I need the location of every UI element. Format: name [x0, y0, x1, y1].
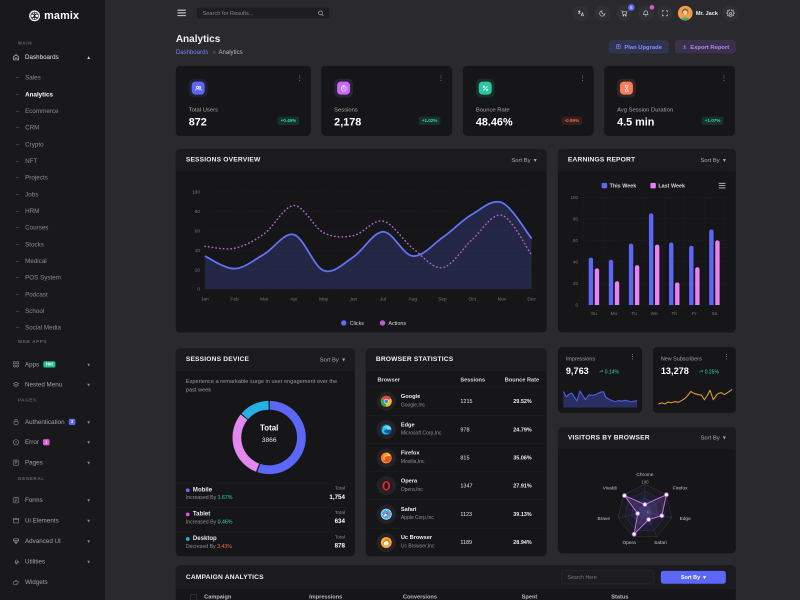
svg-text:This Week: This Week — [610, 184, 638, 190]
svg-text:Vivaldi: Vivaldi — [603, 486, 617, 492]
svg-text:Sa: Sa — [711, 311, 717, 317]
svg-text:Jun: Jun — [350, 296, 358, 302]
svg-text:100: 100 — [192, 190, 200, 196]
svg-text:0: 0 — [575, 303, 578, 308]
svg-text:Chrome: Chrome — [636, 472, 653, 478]
svg-text:Su: Su — [591, 311, 597, 317]
svg-text:0: 0 — [647, 509, 650, 514]
svg-text:40: 40 — [195, 248, 201, 254]
svg-text:Feb: Feb — [230, 296, 239, 302]
svg-text:Firefox: Firefox — [673, 486, 688, 492]
svg-text:Jul: Jul — [380, 296, 386, 302]
svg-text:Sep: Sep — [438, 296, 447, 302]
svg-text:40: 40 — [573, 260, 578, 265]
svg-text:Safari: Safari — [654, 540, 667, 546]
svg-text:Mo: Mo — [611, 311, 618, 317]
svg-text:60: 60 — [195, 228, 201, 234]
svg-text:Dec: Dec — [527, 296, 536, 302]
svg-text:Th: Th — [671, 311, 677, 317]
svg-text:May: May — [319, 296, 329, 302]
svg-text:60: 60 — [573, 238, 578, 243]
svg-text:Edge: Edge — [680, 516, 692, 522]
svg-text:Nov: Nov — [498, 296, 507, 302]
svg-text:80: 80 — [195, 209, 201, 215]
svg-text:Opera: Opera — [623, 540, 637, 546]
svg-text:Last Week: Last Week — [658, 184, 686, 190]
svg-text:100: 100 — [641, 479, 649, 484]
svg-text:100: 100 — [571, 195, 579, 200]
svg-text:80: 80 — [573, 216, 578, 221]
svg-text:Jan: Jan — [201, 296, 209, 302]
svg-text:Fr: Fr — [692, 311, 697, 317]
svg-text:Apr: Apr — [290, 296, 298, 302]
svg-text:Brave: Brave — [598, 516, 611, 522]
svg-text:Aug: Aug — [409, 296, 418, 302]
svg-text:Actions: Actions — [388, 321, 406, 327]
svg-text:20: 20 — [195, 267, 201, 273]
svg-text:Oct: Oct — [468, 296, 476, 302]
svg-text:Clicks: Clicks — [350, 321, 365, 327]
svg-text:0: 0 — [197, 287, 200, 293]
svg-text:20: 20 — [573, 281, 578, 286]
svg-text:Mar: Mar — [260, 296, 269, 302]
svg-text:We: We — [651, 311, 658, 317]
svg-text:Tu: Tu — [631, 311, 637, 317]
